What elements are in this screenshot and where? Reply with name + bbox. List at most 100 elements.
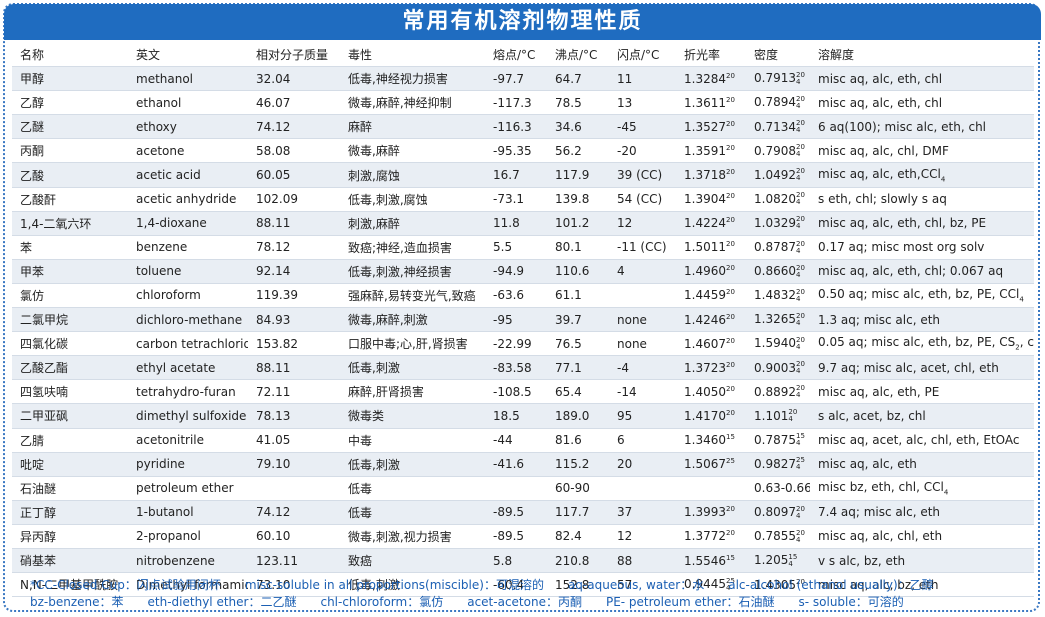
cell-text: 1.3718: [684, 168, 726, 183]
cell: 0.9827 25 4: [746, 452, 810, 477]
cell-text: 乙腈: [20, 433, 45, 448]
cell: 54 (CC): [609, 187, 676, 212]
cell-text: 致癌: [348, 554, 373, 569]
cell-text: 46.07: [256, 95, 291, 110]
cell-text: nitrobenzene: [136, 553, 215, 568]
cell-text: 低毒,刺激,腐蚀: [348, 192, 428, 207]
cell-text: 210.8: [555, 553, 590, 568]
cell: 0.7875 15 4: [746, 428, 810, 453]
cell-text: 丙酮: [20, 144, 45, 159]
cell: none: [609, 331, 676, 357]
cell-text: 1,4-二氧六环: [20, 216, 92, 231]
cell: 152.8: [547, 572, 609, 598]
cell: 甲醇: [12, 66, 128, 92]
row: 异丙醇 2-propanol 60.10 微毒,刺激,视力损害 -89.5 82.4 12 1…: [12, 524, 1034, 549]
cell: 60.10: [248, 524, 340, 549]
cell-text: dichloro-methane: [136, 312, 243, 327]
cell: -45: [609, 114, 676, 140]
footnote-line: *CC-Closed Cup：闪点试验用闭杯 misc-soluble in al…: [30, 577, 958, 594]
cell-text: 58.08: [256, 143, 291, 158]
cell-text: 95: [617, 408, 633, 423]
footnote-line: bz-benzene：苯 eth-diethyl ether：二乙醚 chl-chl…: [30, 594, 958, 611]
cell-text: -117.3: [493, 95, 532, 110]
subscript: 4: [788, 415, 793, 424]
cell-text: 20: [617, 457, 633, 472]
superscript: 20: [796, 360, 805, 369]
cell: 82.4: [547, 524, 609, 549]
cell: 41.05: [248, 428, 340, 453]
cell: 乙腈: [12, 428, 128, 453]
cell-text: 乙酸乙酯: [20, 361, 69, 376]
cell: 1,4-dioxane: [128, 211, 248, 236]
subscript: 4: [796, 270, 801, 279]
cell: 46.07: [248, 90, 340, 116]
cell-text: 乙醇: [20, 96, 45, 111]
cell-text: misc aq, alc, eth: [818, 457, 917, 472]
cell: 79.10: [248, 452, 340, 477]
cell: 1.399320: [676, 500, 746, 525]
cell: 0.05 aq; misc alc, eth, bz, PE, CS2, chl: [810, 331, 1034, 357]
subscript: 4: [726, 583, 731, 592]
cell: -11 (CC): [609, 235, 676, 260]
cell-text: 密度: [754, 48, 779, 63]
cell: 低毒,神经视力损害: [340, 66, 485, 92]
cell-text: -95.35: [493, 143, 532, 158]
header-cell: 密度: [746, 43, 810, 68]
subscript: 4: [796, 511, 801, 520]
cell: 1.371820: [676, 162, 746, 188]
cell: misc aq, alc, chl, DMF: [810, 138, 1034, 164]
superscript: 15: [796, 432, 805, 441]
cell-text: , chl: [1019, 335, 1034, 350]
cell: 乙醚: [12, 114, 128, 140]
subscript: 4: [943, 488, 949, 497]
cell-text: 82.4: [555, 529, 582, 544]
cell: ethyl acetate: [128, 355, 248, 381]
cell-text: tetrahydro-furan: [136, 384, 236, 399]
cell: s alc, acet, bz, chl: [810, 403, 1034, 429]
superscript: 20: [726, 192, 735, 201]
cell: 低毒: [340, 476, 485, 501]
cell: 1.0820 20 4: [746, 187, 810, 212]
cell-text: -60.4: [493, 577, 525, 592]
cell: 0.9445 25 4: [676, 572, 746, 598]
header-row: 名称 英文 相对分子质量 毒性 熔点/°C 沸点/°C 闪点/°C 折光率 密度 溶解度: [12, 43, 1034, 68]
cell-text: 4: [617, 264, 625, 279]
footnote: misc-soluble in all proportions(miscible…: [244, 578, 544, 592]
cell-text: 微毒,麻醉,神经抑制: [348, 96, 452, 111]
cell: 乙酸酐: [12, 187, 128, 212]
superscript: 20: [726, 408, 735, 417]
superscript: 20: [726, 119, 735, 128]
cell-text: 1.3460: [684, 433, 726, 448]
cell-text: 81.6: [555, 433, 582, 448]
cell: 异丙醇: [12, 524, 128, 549]
cell: 60.05: [248, 162, 340, 188]
header-cell: 毒性: [340, 43, 485, 68]
cell: pyridine: [128, 452, 248, 477]
cell: acetonitrile: [128, 428, 248, 453]
cell: 1.101 20 4: [746, 403, 810, 429]
sup-sub: 20 4: [796, 336, 805, 351]
cell-text: 1.4050: [684, 384, 726, 399]
cell-text: 153.82: [256, 336, 298, 351]
row: 乙酸酐 acetic anhydride 102.09 低毒,刺激,腐蚀 -73.1 13…: [12, 187, 1034, 212]
cell: 微毒,刺激,视力损害: [340, 524, 485, 549]
cell-text: 6 aq(100); misc alc, eth, chl: [818, 119, 987, 134]
footnote: bz-benzene：苯: [30, 594, 124, 609]
cell-text: 72.11: [256, 384, 291, 399]
superscript: 20: [726, 505, 735, 514]
cell: 1.445920: [676, 283, 746, 309]
cell: 0.8097 20 4: [746, 500, 810, 525]
row: 乙醇 ethanol 46.07 微毒,麻醉,神经抑制 -117.3 78.5 13 1.36…: [12, 90, 1034, 116]
subscript: 4: [796, 77, 801, 86]
cell-text: 0.17 aq; misc most org solv: [818, 240, 985, 255]
sup-sub: 20 4: [796, 288, 805, 303]
row: 硝基苯 nitrobenzene 123.11 致癌 5.8 210.8 88 1.55461…: [12, 548, 1034, 574]
sup-sub: 20 4: [796, 240, 805, 255]
cell-text: 名称: [20, 48, 45, 63]
footnotes: *CC-Closed Cup：闪点试验用闭杯 misc-soluble in al…: [30, 577, 958, 610]
cell-text: 1.3993: [684, 505, 726, 520]
superscript: 20: [726, 336, 735, 345]
cell: 苯: [12, 235, 128, 260]
cell-text: 二甲亚砜: [20, 409, 69, 424]
cell: 57: [609, 572, 676, 598]
